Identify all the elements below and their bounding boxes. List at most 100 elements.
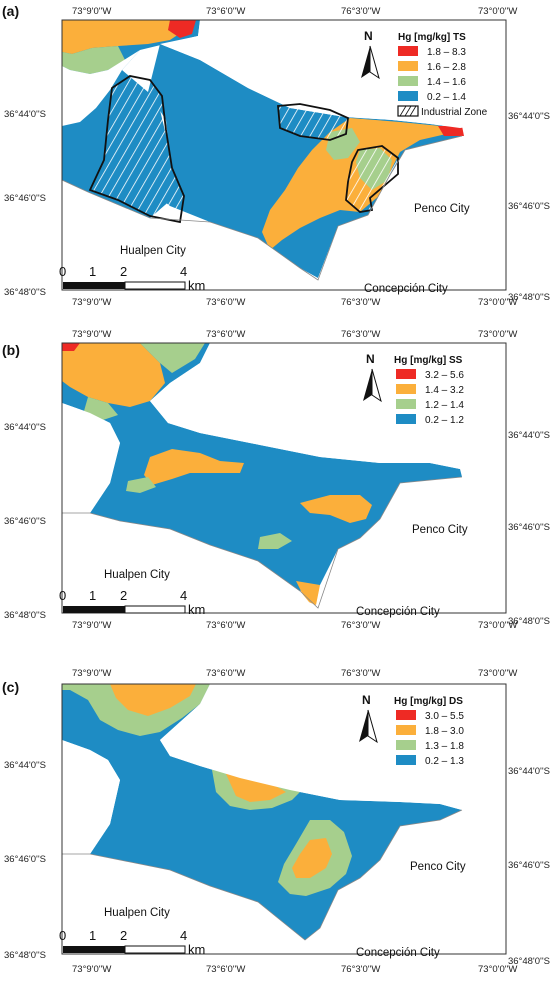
- land-concepcion: [320, 806, 506, 954]
- map-panel-a: 73°9'0''W 73°6'0''W 76°3'0''W 73°0'0''W …: [0, 0, 550, 310]
- legend: 3.2 – 5.6 1.4 – 3.2 1.2 – 1.4 0.2 – 1.2: [396, 369, 464, 426]
- lon-label-bottom: 73°6'0''W: [206, 964, 245, 975]
- north-label: N: [362, 693, 371, 707]
- legend-item: 1.3 – 1.8: [425, 741, 464, 752]
- lon-label-bottom: 73°9'0''W: [72, 297, 111, 308]
- lon-label-top: 73°0'0''W: [478, 6, 517, 17]
- city-label-hualpen: Hualpen City: [104, 907, 170, 919]
- legend-item: 3.2 – 5.6: [425, 370, 464, 381]
- city-label-penco: Penco City: [414, 203, 470, 215]
- lon-label-top: 73°9'0''W: [72, 6, 111, 17]
- legend-swatch: [396, 740, 416, 750]
- zone-green: [62, 46, 125, 74]
- legend: 1.8 – 8.3 1.6 – 2.8 1.4 – 1.6 0.2 – 1.4 …: [397, 46, 488, 118]
- north-label: N: [366, 352, 375, 366]
- lon-label-top: 76°3'0''W: [341, 329, 380, 340]
- lat-label-right: 36°46'0''S: [508, 860, 550, 871]
- lat-label-left: 36°44'0''S: [4, 422, 46, 433]
- lat-label-left: 36°48'0''S: [4, 287, 46, 298]
- scale-unit: km: [188, 942, 205, 957]
- scale-tick-label: 4: [180, 588, 187, 603]
- map-a-body: [62, 20, 506, 290]
- legend-title: Hg [mg/kg] TS: [398, 32, 466, 43]
- north-arrow-icon: [359, 709, 378, 744]
- lat-label-left: 36°46'0''S: [4, 854, 46, 865]
- lat-label-left: 36°48'0''S: [4, 950, 46, 961]
- map-c-body: [62, 684, 506, 954]
- lon-label-bottom: 73°0'0''W: [478, 297, 517, 308]
- lat-label-left: 36°44'0''S: [4, 109, 46, 120]
- city-label-concepcion: Concepción City: [356, 606, 440, 618]
- legend-title: Hg [mg/kg] DS: [394, 696, 463, 707]
- north-arrow-icon: [363, 368, 382, 403]
- industrial-zone: [345, 145, 399, 213]
- legend-swatch: [396, 384, 416, 394]
- legend-swatch: [398, 91, 418, 101]
- legend-swatch: [396, 755, 416, 765]
- lon-label-top: 73°9'0''W: [72, 668, 111, 679]
- land-tumbes: [62, 740, 120, 854]
- legend-swatch: [398, 46, 418, 56]
- map-frame: [61, 342, 507, 614]
- industrial-zone: [277, 103, 349, 141]
- legend-item: 0.2 – 1.3: [425, 756, 464, 767]
- lat-label-left: 36°44'0''S: [4, 760, 46, 771]
- coastline: [62, 476, 463, 609]
- lon-label-top: 76°3'0''W: [341, 6, 380, 17]
- map-frame: [61, 683, 507, 955]
- scale-tick-label: 4: [180, 928, 187, 943]
- map-b-svg: 73°9'0''W 73°6'0''W 76°3'0''W 73°0'0''W …: [2, 329, 550, 631]
- lon-label-bottom: 76°3'0''W: [341, 297, 380, 308]
- scale-tick-label: 1: [89, 264, 96, 279]
- scale-tick-label: 2: [120, 264, 127, 279]
- land-tumbes: [62, 50, 140, 126]
- land-north: [160, 684, 506, 810]
- lat-label-right: 36°48'0''S: [508, 292, 550, 303]
- map-b-body: [62, 343, 506, 613]
- lon-label-bottom: 76°3'0''W: [341, 620, 380, 631]
- lon-label-top: 73°0'0''W: [478, 668, 517, 679]
- coastline: [62, 135, 463, 281]
- land-concepcion: [318, 473, 506, 613]
- land-hualpen: [62, 180, 318, 290]
- land-hualpen: [62, 513, 318, 613]
- land-tumbes: [62, 403, 120, 513]
- zone-green: [258, 533, 292, 549]
- lat-label-right: 36°44'0''S: [508, 111, 550, 122]
- scale-tick-label: 1: [89, 588, 96, 603]
- legend-item: 1.4 – 3.2: [425, 385, 464, 396]
- lon-label-bottom: 73°9'0''W: [72, 964, 111, 975]
- scale-tick-label: 0: [59, 588, 66, 603]
- lat-label-left: 36°46'0''S: [4, 516, 46, 527]
- zone-red: [62, 343, 80, 351]
- lon-label-top: 73°9'0''W: [72, 329, 111, 340]
- lat-label-right: 36°44'0''S: [508, 766, 550, 777]
- scale-bar: 0 1 2 4 km: [59, 928, 205, 957]
- legend-swatch: [396, 399, 416, 409]
- scale-tick-label: 1: [89, 928, 96, 943]
- legend-item: 1.2 – 1.4: [425, 400, 464, 411]
- legend-swatch: [396, 710, 416, 720]
- lat-label-right: 36°46'0''S: [508, 201, 550, 212]
- lon-label-top: 73°0'0''W: [478, 329, 517, 340]
- lon-label-bottom: 76°3'0''W: [341, 964, 380, 975]
- north-arrow-icon: [361, 45, 380, 80]
- map-c-svg: 73°9'0''W 73°6'0''W 76°3'0''W 73°0'0''W …: [2, 668, 550, 975]
- legend-item: 1.4 – 1.6: [427, 77, 466, 88]
- zone-orange: [62, 343, 165, 407]
- map-frame: [61, 19, 507, 291]
- zone-orange: [300, 495, 372, 523]
- north-label: N: [364, 29, 373, 43]
- zone-red: [438, 126, 464, 136]
- scale-unit: km: [188, 278, 205, 293]
- map-panel-c: 73°9'0''W 73°6'0''W 76°3'0''W 73°0'0''W …: [0, 660, 550, 980]
- map-a-svg: 73°9'0''W 73°6'0''W 76°3'0''W 73°0'0''W …: [2, 3, 550, 308]
- zone-orange: [296, 581, 320, 605]
- legend-title: Hg [mg/kg] SS: [394, 355, 463, 366]
- legend-item: 1.8 – 8.3: [427, 47, 466, 58]
- panel-label: (b): [2, 342, 20, 358]
- zone-orange: [62, 20, 185, 54]
- panel-label: (a): [2, 3, 19, 19]
- zone-green: [140, 343, 205, 373]
- scale-tick-label: 2: [120, 588, 127, 603]
